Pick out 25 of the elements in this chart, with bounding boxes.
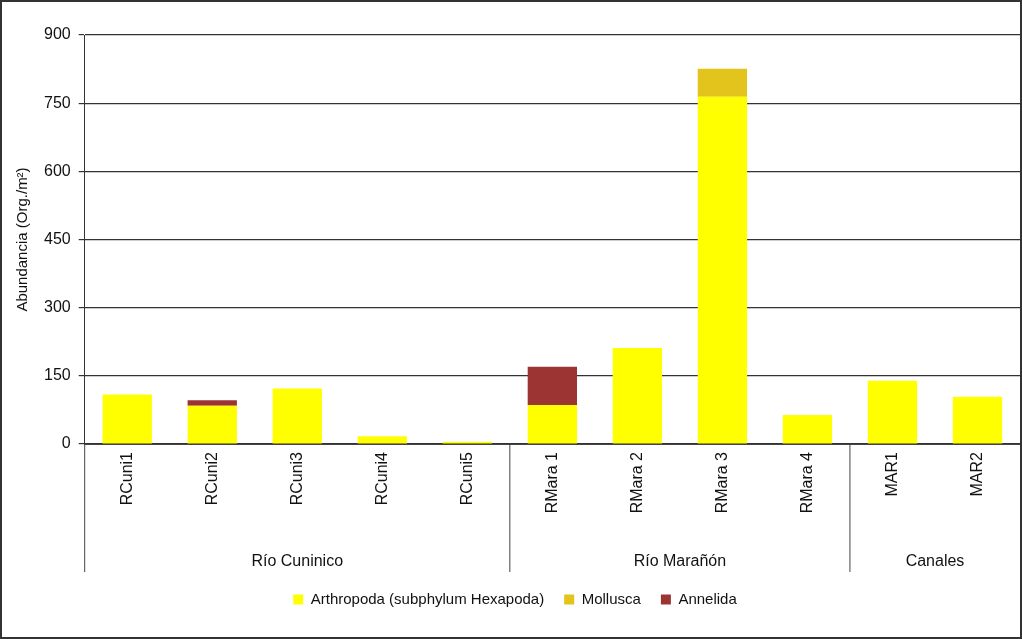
y-tick-label: 0 [61,434,71,452]
x-tick-label: RCuni5 [457,451,475,506]
x-tick-label: RMara 3 [712,451,730,514]
text: Río Marañón [633,552,727,570]
legend-label: Arthropoda (subphylum Hexapoda) [310,589,545,607]
x-tick-label: RMara 2 [627,451,645,514]
x-tick-label: RMara 4 [797,451,815,514]
y-tick-label: 300 [43,298,71,316]
y-tick-label: 600 [43,161,71,179]
text: Río Cuninico [251,552,344,570]
x-tick-label: RCuni1 [117,451,135,506]
y-tick-label: 450 [43,229,71,247]
x-tick-label: RMara 1 [542,451,560,514]
text: Canales [905,552,965,570]
y-tick-label: 150 [43,366,71,384]
x-tick-label: RCuni2 [202,451,220,506]
x-tick-label: MAR2 [967,451,985,497]
legend-label: Mollusca [581,589,642,607]
x-tick-label: MAR1 [882,451,900,497]
x-tick-label: RCuni4 [372,451,390,506]
legend-label: Annelida [678,589,738,607]
y-axis-title: Abundancia (Org./m²) [13,167,31,312]
y-tick-label: 900 [43,25,71,43]
x-tick-label: RCuni3 [287,451,305,506]
y-tick-label: 750 [43,93,71,111]
